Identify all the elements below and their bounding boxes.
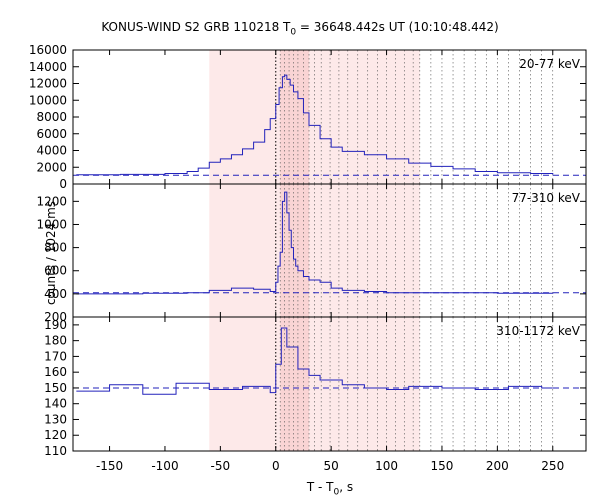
light-curve-series [76, 74, 554, 176]
y-tick-label: 180 [44, 334, 67, 348]
y-tick-label: 600 [44, 264, 67, 278]
x-tick-label: -150 [96, 459, 123, 473]
x-tick-label: 0 [272, 459, 280, 473]
x-tick-label: 100 [375, 459, 398, 473]
y-tick-label: 2000 [36, 160, 67, 174]
y-tick-label: 400 [44, 287, 67, 301]
title-sub: 0 [290, 27, 297, 38]
title-suffix: = 36648.442s UT (10:10:48.442) [296, 20, 499, 34]
y-tick-label: 190 [44, 318, 67, 332]
y-tick-label: 800 [44, 241, 67, 255]
shaded-interval-light [209, 317, 420, 451]
y-tick-label: 1000 [36, 217, 67, 231]
x-tick-label: -100 [151, 459, 178, 473]
shaded-interval-light [209, 184, 420, 317]
y-tick-label: 10000 [29, 93, 67, 107]
energy-band-label: 77-310 keV [512, 191, 581, 205]
y-tick-label: 1200 [36, 194, 67, 208]
y-tick-label: 6000 [36, 127, 67, 141]
y-tick-label: 130 [44, 412, 67, 426]
x-label-prefix: T - T [306, 480, 334, 494]
x-label-suffix: , s [339, 480, 354, 494]
x-tick-label: -50 [211, 459, 231, 473]
shaded-interval-dark [280, 50, 310, 184]
x-tick-label: 250 [541, 459, 564, 473]
shaded-interval-dark [280, 184, 310, 317]
x-tick-label: 200 [486, 459, 509, 473]
y-tick-label: 140 [44, 397, 67, 411]
y-tick-label: 120 [44, 428, 67, 442]
shaded-interval-light [209, 50, 420, 184]
chart-title: KONUS-WIND S2 GRB 110218 T0 = 36648.442s… [0, 20, 600, 37]
x-tick-label: 50 [324, 459, 339, 473]
energy-band-label: 20-77 keV [519, 57, 581, 71]
shaded-interval-dark [280, 317, 310, 451]
y-tick-label: 8000 [36, 110, 67, 124]
panel-frame [72, 316, 587, 452]
panel-1: 0 2000 4000 6000 8000 10000 12000 14000 16000 20-… [29, 43, 587, 191]
x-label-sub: 0 [333, 487, 340, 498]
y-tick-label: 0 [59, 177, 67, 191]
y-tick-label: 4000 [36, 144, 67, 158]
y-tick-label: 150 [44, 381, 67, 395]
x-tick-label: 150 [431, 459, 454, 473]
y-tick-label: 200 [44, 310, 67, 324]
y-tick-label: 170 [44, 349, 67, 363]
x-axis-label: T - T0, s [280, 480, 380, 497]
y-tick-label: 160 [44, 365, 67, 379]
light-curve-series [76, 191, 554, 295]
y-axis-label: counts / 1024 ms [44, 200, 58, 306]
panel-2: 200 400 600 800 1000 1200 77-310 keV [36, 183, 587, 324]
title-prefix: KONUS-WIND S2 GRB 110218 T [101, 20, 291, 34]
y-tick-label: 16000 [29, 43, 67, 57]
y-tick-label: 12000 [29, 77, 67, 91]
energy-band-label: 310-1172 keV [496, 324, 580, 338]
y-tick-label: 14000 [29, 60, 67, 74]
light-curve-series [76, 327, 553, 395]
y-tick-label: 110 [44, 444, 67, 458]
